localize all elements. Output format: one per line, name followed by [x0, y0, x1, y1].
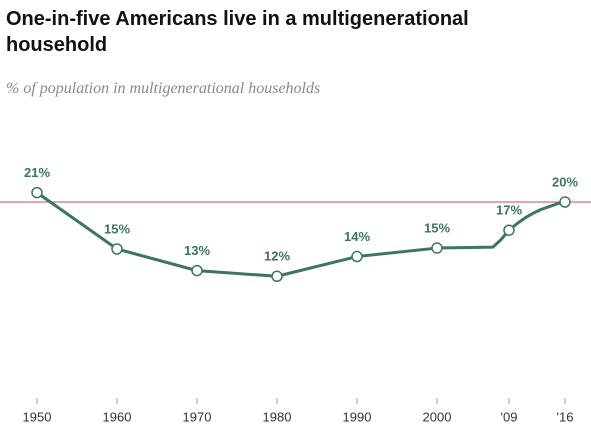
value-label: 20%: [552, 174, 578, 189]
point: [191, 264, 203, 277]
x-tick-label: '09: [501, 409, 518, 424]
point: [559, 196, 571, 208]
value-label: 12%: [264, 249, 290, 264]
point: [271, 270, 283, 283]
point: [503, 224, 515, 236]
chart-subtitle: % of population in multigenerational hou…: [6, 80, 321, 97]
line: [36, 191, 566, 278]
point: [431, 242, 443, 254]
x-tick-label: 1980: [263, 409, 292, 424]
value-label: 14%: [344, 229, 370, 244]
x-tick-label: '16: [557, 409, 574, 424]
x-tick-label: 1990: [343, 409, 372, 424]
point: [351, 250, 363, 263]
value-label: 17%: [496, 203, 522, 218]
point: [31, 186, 43, 199]
x-tick-label: 1950: [23, 409, 52, 424]
x-tick-label: 2000: [423, 409, 452, 424]
value-label: 13%: [184, 243, 210, 258]
point: [111, 243, 123, 255]
x-tick-label: 1960: [103, 409, 132, 424]
x-tick-label: 1970: [183, 409, 212, 424]
value-label: 15%: [424, 220, 450, 235]
value-label: 15%: [104, 221, 130, 236]
chart-title: One-in-five Americans live in a multigen…: [6, 8, 469, 56]
value-label: 21%: [24, 165, 50, 180]
